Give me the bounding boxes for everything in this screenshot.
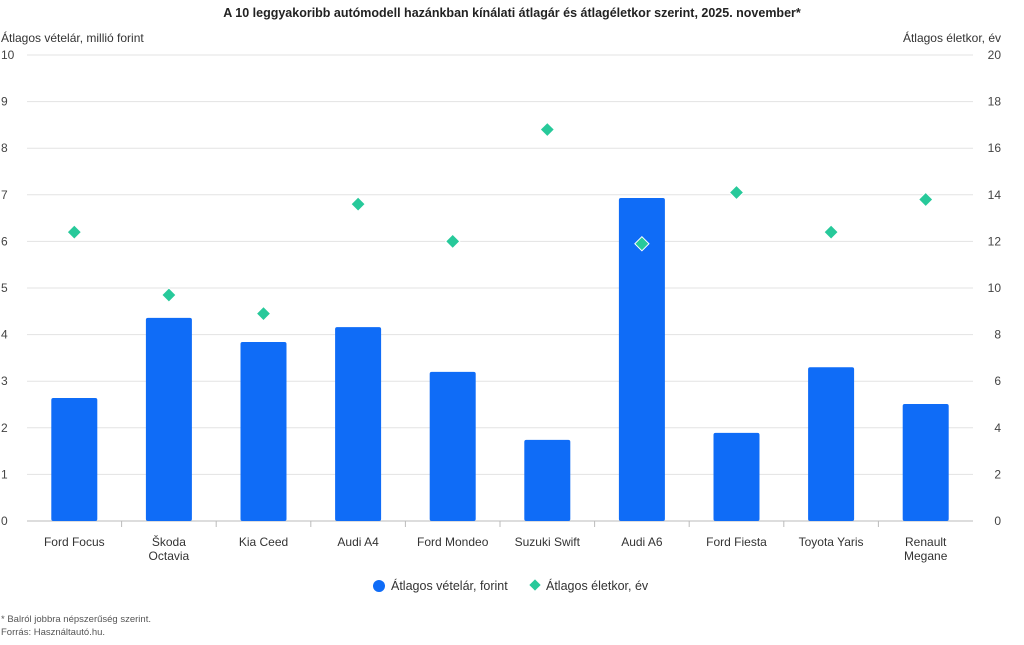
x-tick-label-line: Audi A6 [621,535,663,549]
y-axis-right-label: Átlagos életkor, év [903,30,1001,45]
x-tick-label-line: Škoda [152,534,186,549]
source: Forrás: Használtautó.hu. [1,627,105,638]
x-tick-label: Ford Focus [44,535,105,549]
diamond-marker [444,233,461,250]
y-tick-right: 14 [988,188,1002,202]
y-tick-right: 10 [988,281,1002,295]
legend-label-age: Átlagos életkor, év [546,578,649,593]
x-tick-label: Toyota Yaris [799,535,864,549]
y-tick-right: 18 [988,95,1002,109]
diamond-series [66,121,934,322]
x-tick-label-line: Audi A4 [337,535,379,549]
diamond-marker [917,191,934,208]
y-tick-right: 4 [994,421,1001,435]
legend-marker-price [373,580,385,592]
chart-title: A 10 leggyakoribb autómodell hazánkban k… [223,6,801,20]
x-tick-label-line: Kia Ceed [239,535,288,549]
x-tick-label-line: Ford Fiesta [706,535,767,549]
diamond-marker [728,184,745,201]
y-tick-left: 3 [1,374,8,388]
y-tick-left: 4 [1,328,8,342]
x-tick-label-line: Ford Mondeo [417,535,489,549]
x-tick-label: Ford Fiesta [706,535,767,549]
bar [335,327,382,521]
diamond-marker [66,224,83,240]
diamond-marker [823,224,839,240]
x-tick-label: Renault Megane [904,535,948,563]
y-tick-left: 5 [1,281,8,295]
x-tick-label: Ford Mondeo [417,535,489,549]
bar [618,198,665,521]
diamond-marker [350,196,366,212]
y-tick-right: 2 [994,467,1001,481]
y-tick-left: 1 [1,467,8,481]
y-tick-left: 7 [1,188,8,202]
diamond-marker [539,121,556,138]
y-axis-left-label: Átlagos vételár, millió forint [1,30,144,45]
x-tick-label-line: Megane [904,549,948,563]
y-tick-left: 8 [1,141,8,155]
bar [713,432,760,521]
y-tick-left: 10 [1,48,15,62]
y-tick-right: 20 [988,48,1002,62]
x-tick-label-line: Octavia [149,549,190,563]
x-tick-label-line: Ford Focus [44,535,105,549]
diamond-marker [161,287,177,303]
bar [51,397,98,521]
bar [524,439,571,521]
bar [808,367,855,521]
x-tick-label: Škoda Octavia [149,534,190,563]
y-tick-left: 6 [1,234,8,248]
y-tick-right: 8 [994,328,1001,342]
x-tick-label: Audi A6 [621,535,663,549]
x-tick-label: Audi A4 [337,535,379,549]
diamond-marker [634,235,650,252]
x-tick-label-line: Suzuki Swift [515,535,581,549]
y-tick-left: 2 [1,421,8,435]
y-tick-right: 16 [988,141,1002,155]
x-tick-label-line: Toyota Yaris [799,535,864,549]
x-axis-labels: Ford Focus Škoda Octavia Kia Ceed Audi A4 For… [44,534,948,563]
footnote: * Balról jobbra népszerűség szerint. [1,614,151,625]
legend-marker-age [529,579,541,591]
x-tick-label: Suzuki Swift [515,535,581,549]
bar [429,371,476,521]
x-tick-label: Kia Ceed [239,535,288,549]
bar [145,317,192,521]
legend-label-price: Átlagos vételár, forint [391,578,508,593]
legend: Átlagos vételár, forint Átlagos életkor,… [373,578,649,593]
bar-series [51,198,949,521]
bar [240,342,287,521]
x-tick-label-line: Renault [905,535,947,549]
y-tick-right: 0 [994,514,1001,528]
y-tick-right: 6 [994,374,1001,388]
y-tick-right: 12 [988,234,1002,248]
diamond-marker [255,305,272,322]
y-tick-left: 0 [1,514,8,528]
bar [902,404,949,521]
y-tick-left: 9 [1,95,8,109]
